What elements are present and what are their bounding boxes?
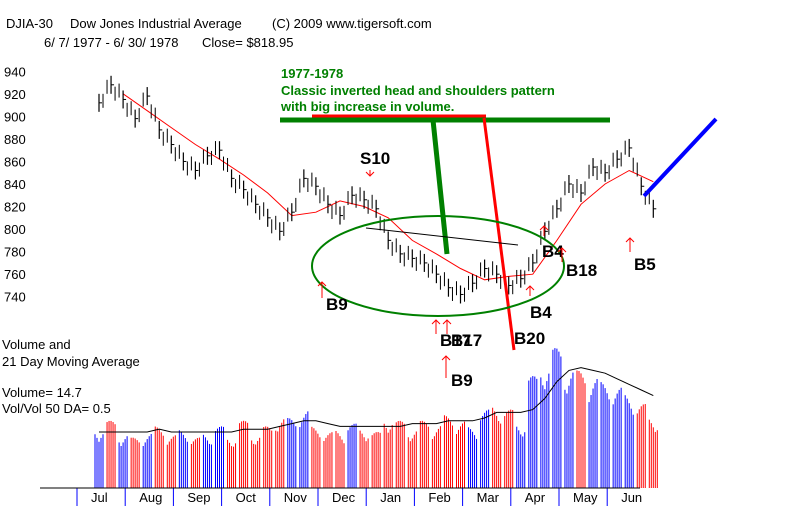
arrow-s10: [365, 170, 375, 177]
signal-b18: B18: [566, 261, 597, 280]
y-tick-label: 840: [4, 177, 26, 192]
green-pointer-line: [430, 119, 450, 255]
pattern-ellipse: [311, 215, 565, 317]
y-tick-label: 860: [4, 154, 26, 169]
signal-b4-a: B4: [530, 303, 552, 322]
signal-b17-a: B17: [440, 331, 471, 350]
annotation-pattern: Classic inverted head and shoulders patt…: [281, 83, 555, 98]
arrow-b17-b: [442, 319, 452, 334]
signal-b9-feb: B9: [451, 371, 473, 390]
blue-trend-line: [642, 117, 718, 198]
y-tick-label: 800: [4, 222, 26, 237]
arrow-b9-feb: [441, 355, 451, 378]
x-tick-label: Aug: [139, 490, 162, 505]
volume-ma-line: [99, 367, 654, 433]
y-tick-label: 940: [4, 64, 26, 79]
annotation-volume: with big increase in volume.: [280, 99, 454, 114]
arrow-b4-a: [525, 285, 535, 296]
red-pointer-line: [482, 117, 516, 351]
x-tick-label: Nov: [284, 490, 308, 505]
y-tick-label: 880: [4, 132, 26, 147]
chart-title: Dow Jones Industrial Average: [70, 16, 242, 31]
volume-ratio: Vol/Vol 50 DA= 0.5: [2, 401, 111, 416]
volume-title-line2: 21 Day Moving Average: [2, 354, 140, 369]
x-tick-label: May: [573, 490, 598, 505]
signal-b4-b: B4: [542, 242, 564, 261]
y-tick-label: 920: [4, 87, 26, 102]
x-tick-label: Mar: [477, 490, 500, 505]
x-tick-label: Dec: [332, 490, 356, 505]
x-tick-label: Sep: [187, 490, 210, 505]
x-tick-label: Jun: [621, 490, 642, 505]
arrow-b9-nov: [317, 281, 327, 298]
date-range: 6/ 7/ 1977 - 6/ 30/ 1978: [44, 35, 178, 50]
y-tick-label: 760: [4, 267, 26, 282]
arrow-b17-a: [431, 319, 441, 334]
copyright-text: (C) 2009 www.tigersoft.com: [272, 16, 432, 31]
x-tick-label: Feb: [428, 490, 450, 505]
signal-b5: B5: [634, 255, 656, 274]
x-tick-label: Jan: [380, 490, 401, 505]
x-tick-label: Apr: [525, 490, 546, 505]
signal-b20: B20: [514, 329, 545, 348]
y-tick-label: 740: [4, 290, 26, 305]
volume-title-line1: Volume and: [2, 337, 71, 352]
black-neck-line: [365, 227, 519, 246]
y-tick-label: 780: [4, 245, 26, 260]
arrow-b4-b: [539, 225, 549, 236]
arrow-b5: [625, 237, 635, 252]
x-tick-label: Oct: [236, 490, 257, 505]
volume-value: Volume= 14.7: [2, 385, 82, 400]
arrow-b18: [557, 247, 567, 262]
x-tick-label: Jul: [91, 490, 108, 505]
signal-s10: S10: [360, 149, 390, 168]
annotation-years: 1977-1978: [281, 66, 343, 81]
y-tick-label: 900: [4, 109, 26, 124]
y-tick-label: 820: [4, 200, 26, 215]
signal-b9-nov: B9: [326, 295, 348, 314]
chart-symbol: DJIA-30: [6, 16, 53, 31]
signal-b17-b: B17: [451, 331, 482, 350]
close-value: Close= $818.95: [202, 35, 293, 50]
